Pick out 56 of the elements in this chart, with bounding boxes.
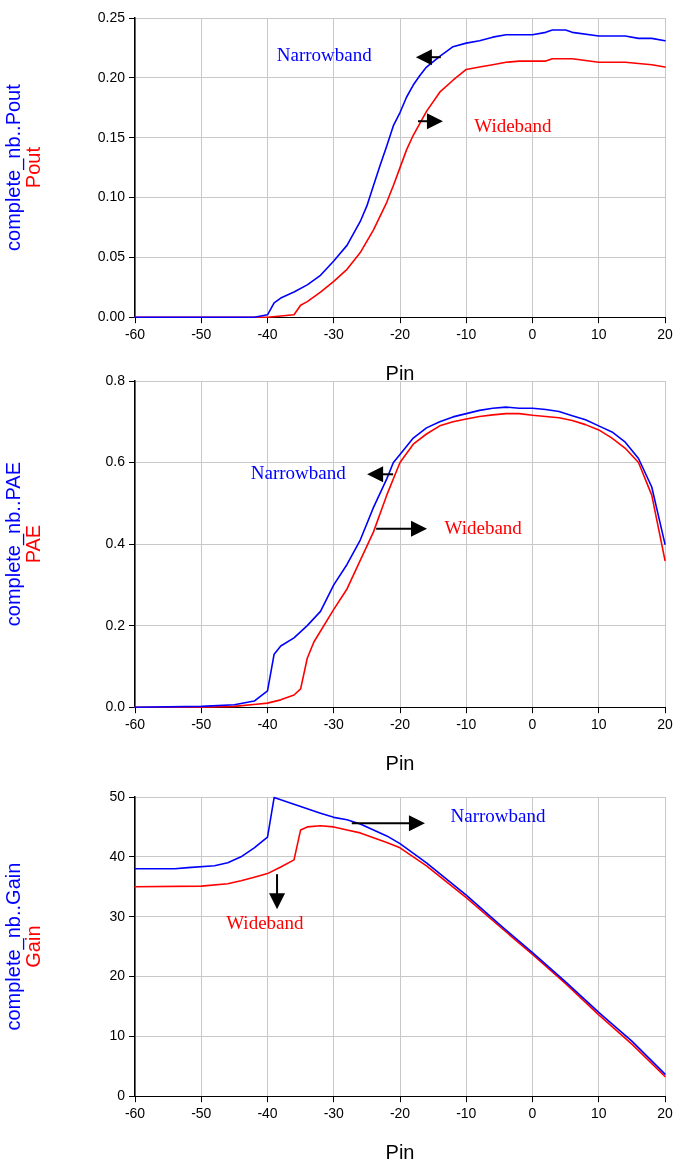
- x-tick-label: 20: [657, 1105, 673, 1122]
- text: Narrowband: [276, 43, 373, 65]
- x-tick-label: -60: [124, 326, 146, 343]
- y-tick-label: 0.15: [97, 128, 126, 145]
- y-tick-label: 0.0: [105, 698, 126, 715]
- x-tick-label: -40: [257, 716, 278, 733]
- x-tick-label: 20: [657, 716, 673, 733]
- x-tick-label: -30: [323, 1105, 345, 1122]
- x-tick-label: 10: [590, 716, 607, 733]
- x-axis-title: Pin: [385, 751, 415, 774]
- y-tick-label: 0.05: [97, 248, 126, 265]
- y-tick-label: 50: [109, 787, 126, 804]
- x-tick-label: -60: [124, 716, 146, 733]
- series-label: Narrowband: [250, 462, 347, 484]
- x-tick-label: 20: [657, 326, 673, 343]
- y-tick-label: 20: [109, 967, 126, 984]
- y-tick-label: 0: [117, 1087, 126, 1104]
- y-axis-title: complete_nb..Gain Gain: [1, 862, 44, 1031]
- x-tick-label: -40: [257, 1105, 278, 1122]
- series-label: Wideband: [226, 911, 304, 933]
- y-tick-label: 40: [109, 847, 126, 864]
- x-tick-label: 0: [528, 1105, 537, 1122]
- x-tick-label: -50: [191, 1105, 212, 1122]
- x-tick-label: -40: [257, 326, 278, 343]
- x-tick-label: -20: [389, 326, 411, 343]
- y-axis-title: complete_nb..PAE PAE: [1, 462, 44, 627]
- x-axis-title: Pin: [385, 1140, 415, 1163]
- x-tick-label: -30: [323, 326, 345, 343]
- y-tick-label: 0.20: [97, 68, 126, 85]
- y-tick-label: 0.10: [97, 188, 126, 205]
- text: Wideband: [444, 516, 523, 538]
- x-tick-label: 10: [590, 326, 607, 343]
- x-tick-label: -50: [191, 326, 212, 343]
- y-tick-label: 0.2: [105, 616, 126, 633]
- y-tick-label: 0.8: [105, 371, 126, 388]
- x-tick-label: 0: [528, 716, 537, 733]
- x-tick-label: 10: [590, 1105, 607, 1122]
- y-axis-title: complete_nb..Pout Pout: [1, 83, 44, 251]
- x-tick-label: -20: [389, 1105, 411, 1122]
- y-tick-label: 10: [109, 1027, 126, 1044]
- text: Narrowband: [450, 805, 547, 827]
- y-tick-label: 30: [109, 907, 126, 924]
- x-axis-title: Pin: [385, 361, 415, 384]
- x-tick-label: -10: [456, 716, 477, 733]
- x-tick-label: -30: [323, 716, 345, 733]
- y-tick-label: 0.00: [97, 308, 126, 325]
- x-tick-label: -20: [389, 716, 411, 733]
- y-tick-label: 0.25: [97, 8, 126, 25]
- x-tick-label: -10: [456, 326, 477, 343]
- x-tick-label: -60: [124, 1105, 146, 1122]
- y-tick-label: 0.4: [105, 534, 126, 551]
- y-tick-label: 0.6: [105, 453, 126, 470]
- text: Wideband: [474, 115, 553, 137]
- x-tick-label: -10: [456, 1105, 477, 1122]
- x-tick-label: -50: [191, 716, 212, 733]
- x-tick-label: 0: [528, 326, 537, 343]
